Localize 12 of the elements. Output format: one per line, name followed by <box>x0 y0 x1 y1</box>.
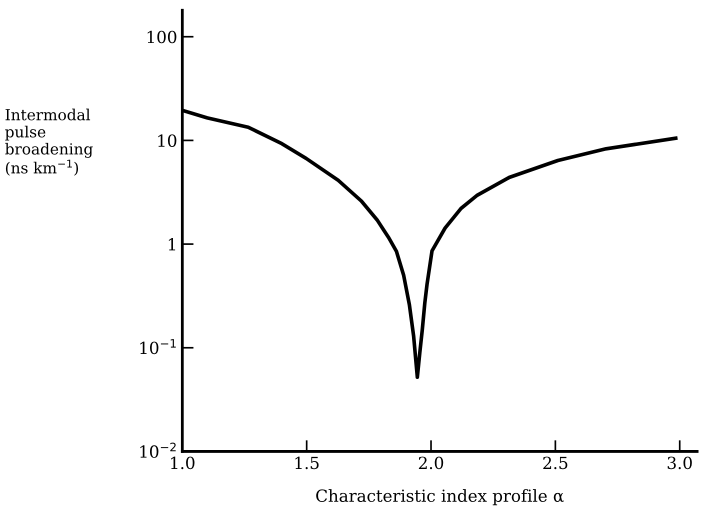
x-tick-label: 2.0 <box>418 456 444 470</box>
x-tick-label: 2.5 <box>543 456 568 470</box>
y-tick-label: 10$^{−1}$ <box>140 339 176 354</box>
y-axis-title: Intermodal pulse broadening (ns km$^{−1}$) <box>5 108 93 176</box>
y-tick-label: 1 <box>168 238 176 250</box>
x-tick-label: 1.5 <box>295 456 319 470</box>
y-tick-label: 10$^{−2}$ <box>140 442 176 458</box>
y-tick-label: 100 <box>148 30 176 44</box>
x-tick-label: 1.0 <box>171 456 194 470</box>
x-tick-label: 3.0 <box>668 456 692 470</box>
x-axis-title: Characteristic index profile α <box>316 489 564 506</box>
y-tick-label: 10 <box>158 134 176 147</box>
